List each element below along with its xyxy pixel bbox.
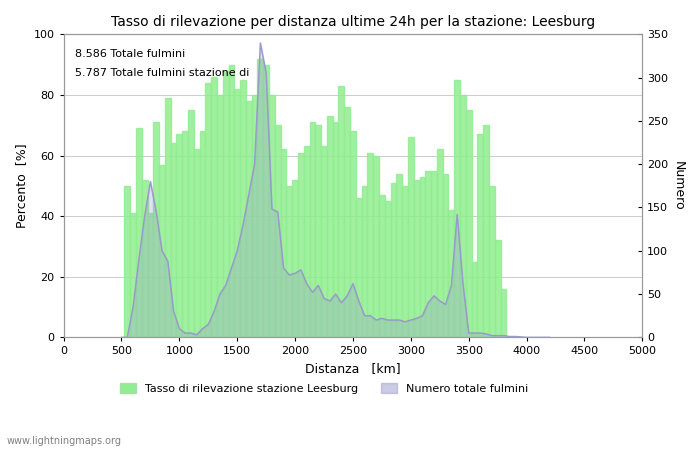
Bar — [182, 131, 188, 338]
Y-axis label: Percento  [%]: Percento [%] — [15, 144, 28, 228]
Bar — [217, 95, 223, 338]
Text: 8.586 Totale fulmini: 8.586 Totale fulmini — [75, 50, 186, 59]
Bar — [489, 186, 495, 338]
Bar — [281, 149, 286, 338]
Bar — [350, 131, 356, 338]
Title: Tasso di rilevazione per distanza ultime 24h per la stazione: Leesburg: Tasso di rilevazione per distanza ultime… — [111, 15, 595, 29]
Bar — [379, 195, 385, 338]
Bar — [321, 146, 327, 338]
Bar — [136, 128, 141, 338]
Bar — [141, 180, 148, 338]
Bar — [431, 171, 437, 338]
Bar — [500, 289, 506, 338]
Bar — [483, 125, 489, 338]
Bar — [339, 86, 344, 338]
Bar — [373, 156, 379, 338]
Bar — [362, 186, 368, 338]
Bar — [477, 134, 483, 338]
Bar — [194, 149, 199, 338]
Text: www.lightningmaps.org: www.lightningmaps.org — [7, 436, 122, 446]
Bar — [125, 186, 130, 338]
Bar — [304, 146, 309, 338]
Bar — [472, 261, 477, 338]
Bar — [454, 80, 460, 337]
Bar — [356, 198, 362, 338]
Bar — [275, 125, 281, 338]
Bar — [414, 180, 419, 338]
Bar — [246, 101, 252, 338]
Bar — [228, 65, 235, 338]
Bar — [442, 174, 449, 338]
Bar — [332, 122, 339, 338]
Bar — [391, 183, 396, 338]
Bar — [211, 77, 217, 337]
Bar — [460, 95, 466, 338]
Legend: Tasso di rilevazione stazione Leesburg, Numero totale fulmini: Tasso di rilevazione stazione Leesburg, … — [116, 379, 533, 398]
Bar — [240, 80, 246, 337]
Bar — [205, 83, 211, 338]
Bar — [315, 125, 321, 338]
Bar — [171, 144, 176, 338]
Bar — [466, 110, 472, 338]
Bar — [402, 186, 408, 338]
Bar — [396, 174, 402, 338]
Bar — [153, 122, 159, 338]
Bar — [419, 177, 426, 338]
Bar — [252, 95, 258, 338]
Bar — [258, 58, 263, 338]
Bar — [426, 171, 431, 338]
Bar — [286, 186, 292, 338]
Text: 5.787 Totale fulmini stazione di: 5.787 Totale fulmini stazione di — [75, 68, 249, 78]
Y-axis label: Numero: Numero — [672, 161, 685, 211]
Bar — [199, 131, 205, 338]
Bar — [176, 134, 182, 338]
Bar — [368, 153, 373, 338]
Bar — [223, 71, 228, 338]
Bar — [269, 95, 275, 338]
Bar — [188, 110, 194, 338]
Bar — [298, 153, 304, 338]
Bar — [165, 98, 171, 338]
Bar — [292, 180, 298, 338]
Bar — [449, 210, 454, 338]
X-axis label: Distanza   [km]: Distanza [km] — [305, 362, 401, 375]
Bar — [130, 213, 136, 338]
Bar — [263, 65, 269, 338]
Bar — [385, 201, 391, 338]
Bar — [408, 137, 414, 338]
Bar — [327, 116, 332, 338]
Bar — [344, 107, 350, 338]
Bar — [159, 165, 165, 338]
Bar — [234, 89, 240, 338]
Bar — [437, 149, 442, 338]
Bar — [148, 213, 153, 338]
Bar — [495, 240, 500, 338]
Bar — [309, 122, 315, 338]
